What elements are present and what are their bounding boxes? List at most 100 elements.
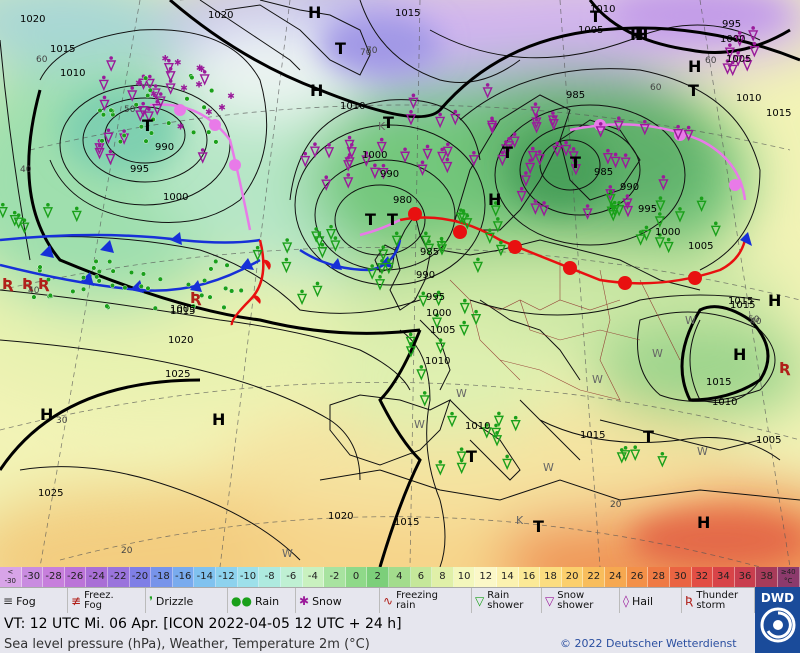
snow-shower-icon-dot (585, 204, 590, 208)
snow-icon: ✱ (227, 92, 235, 102)
snow-shower-icon-dot (676, 124, 680, 129)
pressure-center-high: H (40, 405, 53, 424)
rain-shower-icon (424, 243, 435, 256)
snow-shower-icon-dot (167, 58, 171, 63)
snow-shower-icon-dot (303, 151, 308, 156)
rain-shower-icon (616, 452, 627, 464)
snow-shower-icon-dot (533, 199, 538, 203)
scale-cell: 24 (605, 567, 627, 587)
rain-shower-icon (510, 419, 521, 432)
rain-shower-icon (436, 240, 447, 253)
snow-shower-icon (152, 104, 163, 116)
snow-shower-icon-dot (346, 173, 351, 177)
rain-shower-icon (710, 225, 721, 238)
snow-shower-icon (613, 120, 624, 132)
snow-shower-icon (727, 64, 738, 77)
rain-shower-icon (620, 450, 631, 462)
snow-shower-icon (547, 115, 558, 127)
latitude-label: 40 (28, 286, 40, 296)
legend-label-line1: Thunder (696, 590, 739, 601)
rain-shower-icon-dot (494, 423, 498, 428)
scale-cell: -10 (237, 567, 260, 587)
rain-dot-icon (229, 288, 235, 294)
snow-shower-icon-dot (617, 116, 621, 121)
scale-cell: 6 (410, 567, 433, 587)
snow-shower-icon-dot (626, 201, 630, 206)
snow-shower-icon-dot (485, 83, 490, 87)
isobar-label: 1015 (728, 296, 753, 307)
scale-cell: 38 (756, 567, 778, 587)
rain-shower-icon-dot (300, 289, 304, 294)
legend-label: Drizzle (155, 594, 194, 608)
scale-cell: -16 (172, 567, 195, 587)
rain-shower-icon-dot (484, 423, 489, 427)
latitude-label: 20 (610, 500, 622, 510)
latitude-label: 50 (748, 315, 760, 325)
rain-dot-icon (157, 276, 163, 282)
snow-shower-icon-dot (686, 125, 691, 130)
scale-cell: 20 (561, 567, 584, 587)
pressure-center-low: T (643, 427, 654, 446)
rain-shower-icon (481, 427, 492, 439)
snow-shower-icon (734, 35, 745, 47)
rain-shower-icon-dot (435, 313, 439, 318)
rain-shower-icon (420, 235, 431, 248)
snow-shower-icon-dot (598, 122, 603, 126)
snow-shower-icon (376, 141, 387, 154)
rain-shower-icon (459, 324, 470, 337)
rain-shower-icon-dot (493, 201, 498, 205)
pressure-center-high: H (697, 513, 710, 532)
rain-dot-icon (117, 139, 123, 145)
rain-dot-icon (140, 271, 146, 277)
rain-shower-icon-dot (487, 228, 492, 233)
rain-dot-icon (147, 87, 153, 93)
wind-marks: W W W W W W W W K K (282, 120, 708, 560)
weather-legend: ≡ Fog ≢ Freez. Fog ❜ Drizzle ●● Rain ✱ Snow ∿ Freezi… (0, 587, 755, 614)
snow-shower-icon-dot (728, 43, 732, 47)
snow-shower-icon-dot (512, 132, 517, 137)
rain-shower-icon (490, 205, 501, 217)
rain-shower-icon-dot (381, 245, 386, 249)
rain-shower-icon (654, 216, 665, 228)
isobar-label: 985 (420, 247, 439, 258)
rain-shower-icon-dot (320, 242, 325, 247)
snow-shower-icon-dot (606, 148, 610, 153)
isobar-label: 1005 (726, 54, 751, 65)
pressure-center-low: T (365, 210, 376, 229)
isobar-label: 1015 (730, 300, 755, 311)
rain-shower-icon-dot (505, 454, 509, 459)
wind-mark: K (378, 120, 386, 133)
latitude-label: 30 (56, 416, 68, 426)
rain-shower-icon-dot (408, 332, 413, 337)
weather-map: ✱✱✱✱✱✱✱✱✱✱✱✱Ʀ Ʀ ƦƦƦ 1020101510109909951000… (0, 0, 800, 567)
rain-shower-icon (405, 336, 416, 349)
wind-mark: W (652, 347, 663, 360)
snow-shower-icon-dot (613, 152, 618, 157)
snow-shower-icon (610, 156, 621, 169)
snow-shower-icon (552, 145, 563, 158)
rain-shower-icon (435, 464, 446, 476)
snow-shower-icon (323, 147, 335, 159)
snow-shower-icon-dot (533, 102, 538, 106)
isobar-label: 1005 (756, 435, 781, 446)
snow-shower-icon (378, 167, 389, 180)
snow-shower-icon-dot (725, 59, 730, 63)
rain-dot-icon (208, 266, 214, 272)
isobar-label: 1015 (706, 377, 731, 388)
scale-max-cell: ≥40 °C (777, 567, 800, 587)
snow-shower-icon: ▽ (545, 594, 555, 608)
isobar-label: 1010 (425, 356, 450, 367)
pressure-center-low: T (533, 517, 544, 536)
front-symbols (40, 104, 752, 304)
rain-dot-icon (138, 124, 144, 130)
pressure-center-high: H (630, 25, 643, 44)
pressure-center-high: H (635, 25, 648, 44)
snow-shower-icon-dot (745, 56, 750, 60)
pressure-center-low: T (335, 39, 346, 58)
snow-shower-icon (435, 116, 446, 129)
snow-icon: ✱ (196, 64, 204, 74)
isobar-label: 1015 (394, 517, 419, 528)
snow-shower-icon (437, 151, 448, 164)
rain-shower-icon-dot (633, 445, 638, 450)
isobar-label: 1010 (736, 93, 761, 104)
